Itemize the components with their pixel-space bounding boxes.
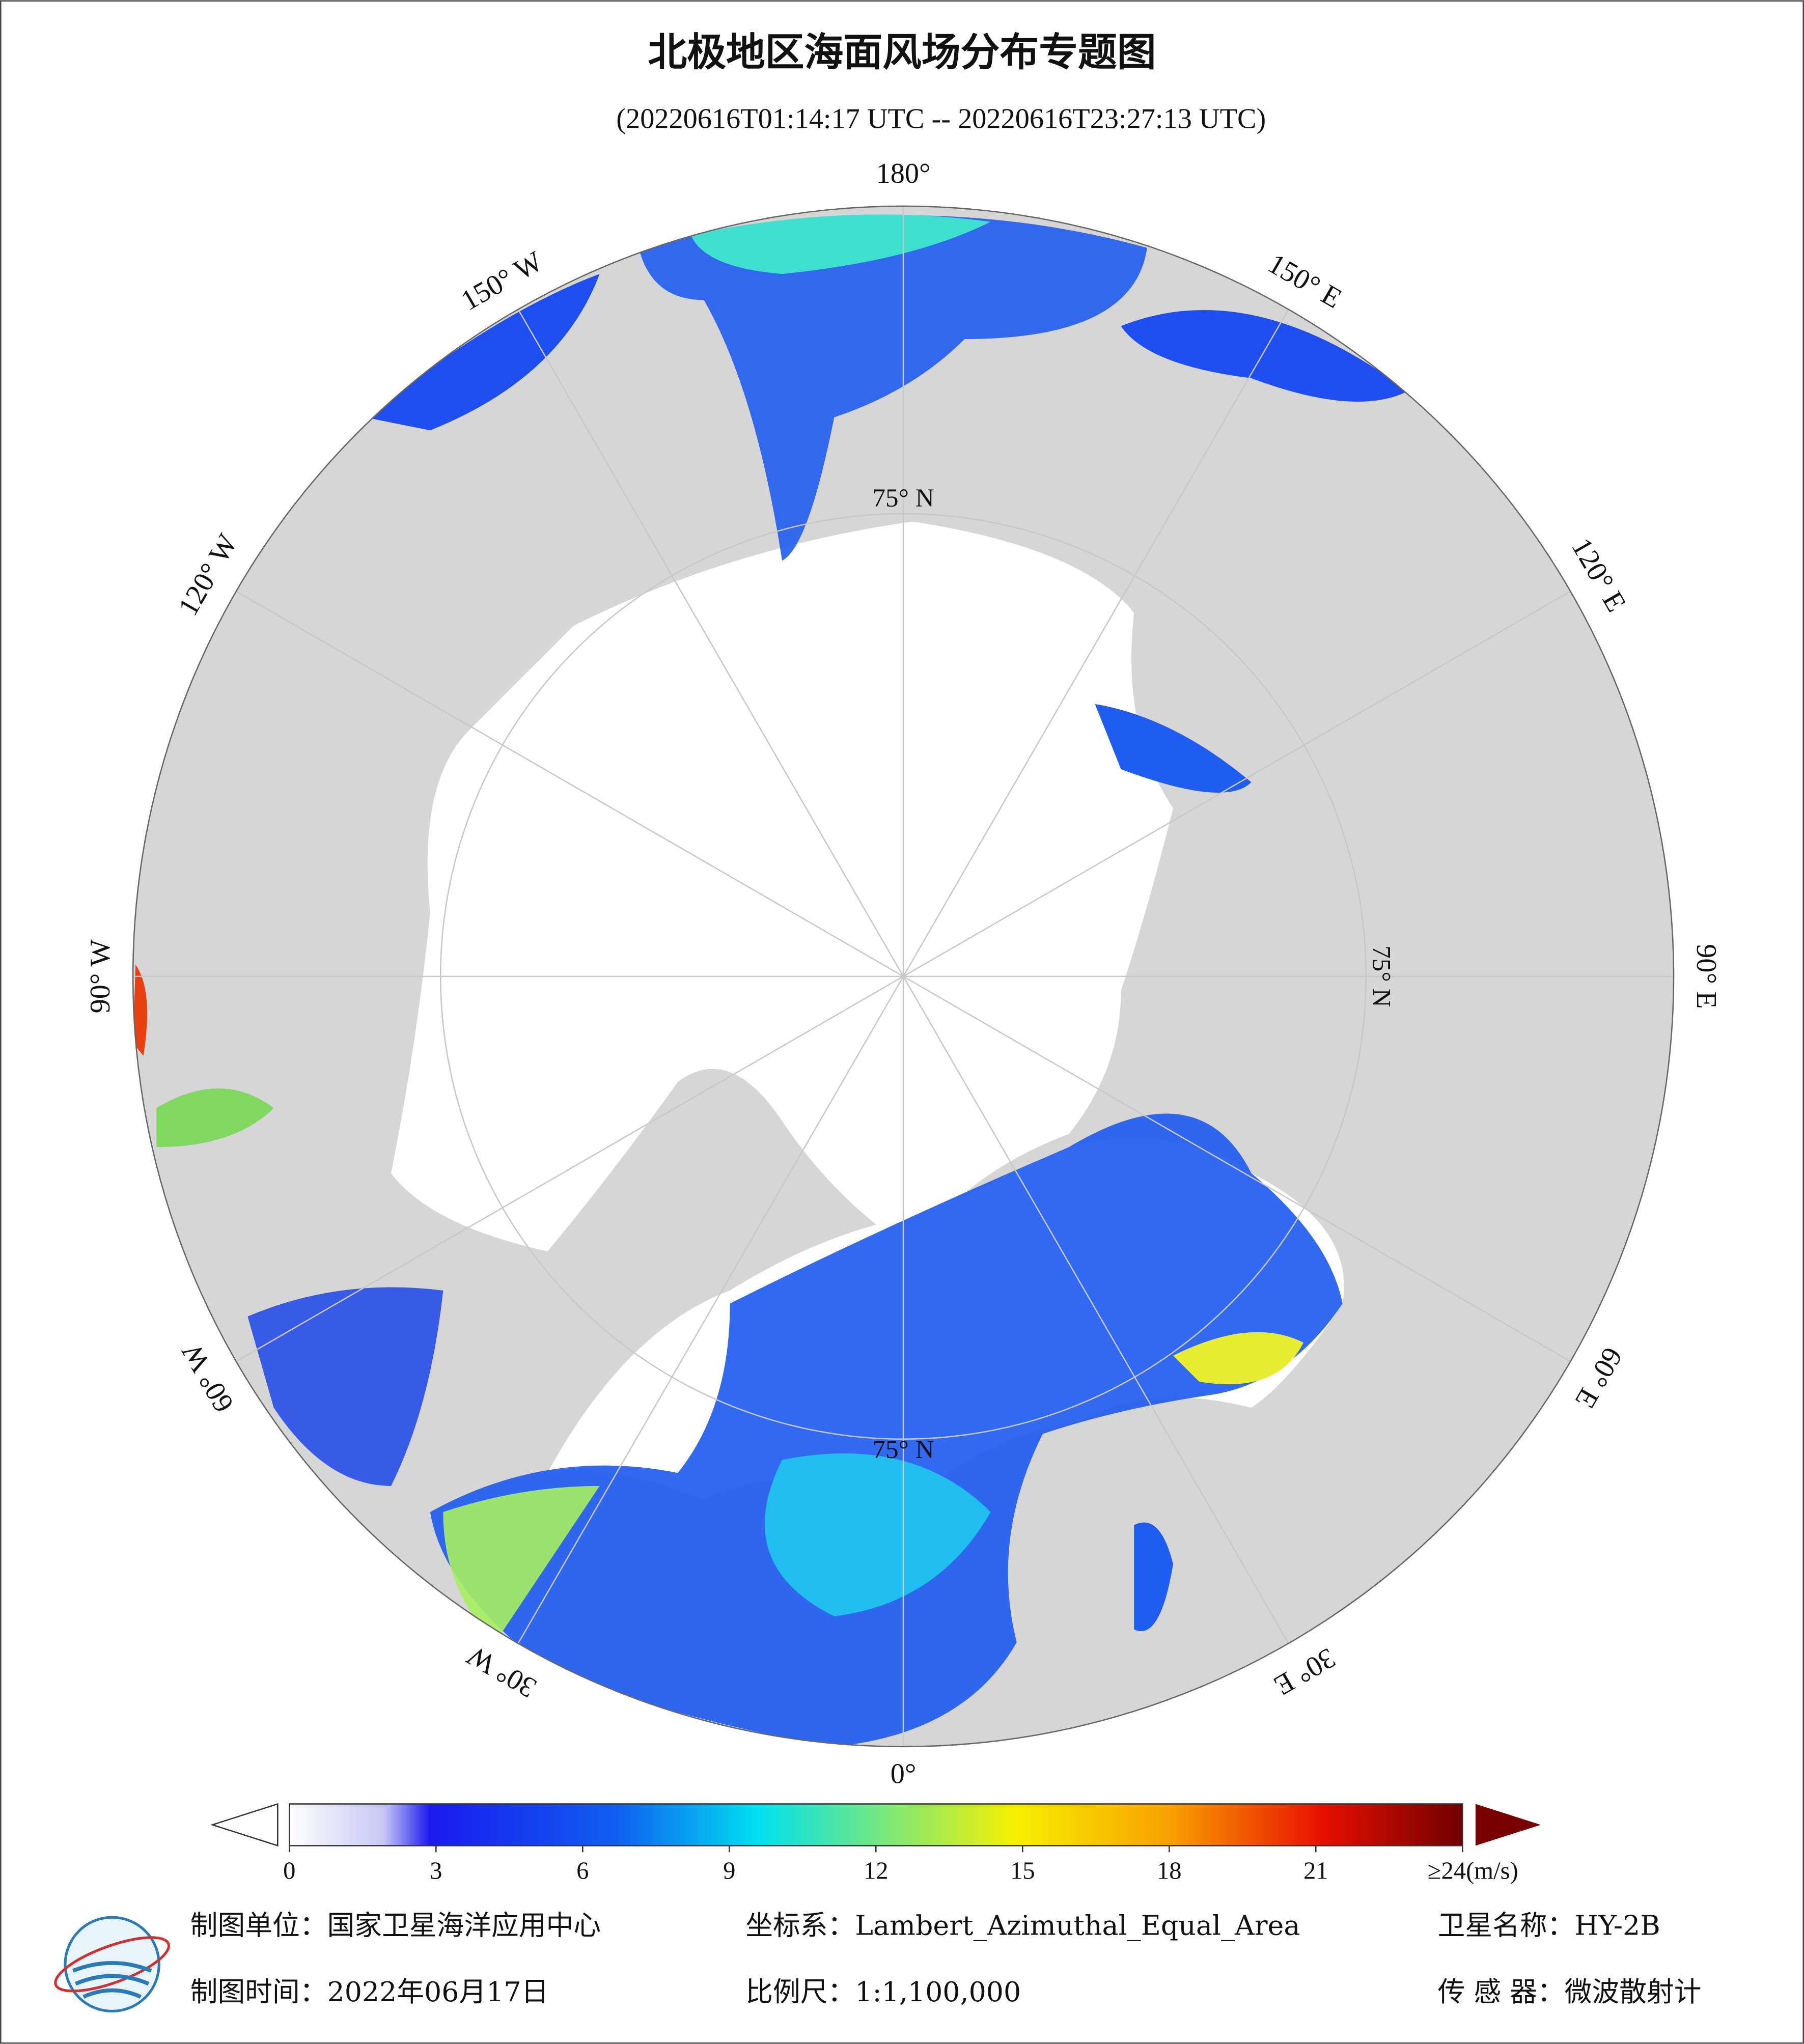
footer-sensor: 传 感 器：微波散射计 bbox=[1438, 1976, 1702, 2008]
colorbar-tick-label: 6 bbox=[576, 1857, 589, 1884]
parallel-label: 75° N bbox=[872, 1435, 934, 1464]
wind-field bbox=[1173, 1332, 1303, 1385]
meridian bbox=[517, 976, 904, 1644]
colorbar-ticks: 0 3 6 9 12 15 18 21 ≥24(m/s) bbox=[283, 1845, 1518, 1884]
colorbar-tick-label: 21 bbox=[1303, 1857, 1328, 1884]
colorbar-tick-label: 3 bbox=[430, 1857, 442, 1884]
footer-scale: 比例尺：1:1,100,000 bbox=[745, 1976, 1021, 2008]
colorbar bbox=[289, 1803, 1463, 1846]
meridian-label: 90° E bbox=[1690, 944, 1722, 1009]
meridian bbox=[903, 591, 1571, 977]
graticule bbox=[133, 206, 1674, 1747]
meridian bbox=[902, 309, 1289, 977]
wind-field bbox=[690, 214, 991, 274]
wind-field bbox=[430, 1113, 1343, 1747]
wind-field bbox=[365, 274, 600, 431]
meridian bbox=[903, 975, 1571, 1362]
meridian-label: 90° W bbox=[85, 939, 116, 1014]
colorbar-tick-label: 18 bbox=[1157, 1857, 1182, 1884]
sea-ice bbox=[391, 521, 1173, 1252]
meridian-label: 0° bbox=[891, 1758, 917, 1790]
footer-date: 制图时间：2022年06月17日 bbox=[190, 1976, 549, 2008]
wind-field bbox=[1095, 704, 1252, 793]
meridian bbox=[236, 591, 904, 977]
map bbox=[133, 206, 1674, 1747]
meridian-label: 180° bbox=[876, 158, 931, 189]
footer-satellite: 卫星名称：HY-2B bbox=[1438, 1910, 1660, 1942]
wind-field bbox=[133, 964, 148, 1056]
footer-unit: 制图单位：国家卫星海洋应用中心 bbox=[190, 1910, 601, 1942]
wind-field bbox=[443, 1486, 600, 1643]
meridian bbox=[902, 976, 1289, 1644]
wind-field bbox=[1121, 310, 1408, 402]
wind-field bbox=[247, 1287, 443, 1486]
map-border bbox=[132, 205, 1675, 1748]
footer-coordinate-system: 坐标系：Lambert_Azimuthal_Equal_Area bbox=[745, 1910, 1300, 1942]
parallel-label: 75° N bbox=[1367, 945, 1396, 1007]
colorbar-under bbox=[210, 1803, 279, 1847]
subtitle: (20220616T01:14:17 UTC -- 20220616T23:27… bbox=[616, 103, 1266, 134]
wind-field bbox=[156, 1088, 274, 1147]
wind-field bbox=[639, 215, 1147, 561]
wind-field bbox=[1134, 1522, 1173, 1632]
wind-field bbox=[764, 1453, 991, 1616]
colorbar-tick-label: 15 bbox=[1010, 1857, 1035, 1884]
parallel-label: 75° N bbox=[872, 484, 934, 513]
colorbar-over bbox=[1475, 1804, 1541, 1846]
title: 北极地区海面风场分布专题图 bbox=[648, 30, 1156, 75]
colorbar-tick-label: 12 bbox=[864, 1857, 889, 1884]
logo bbox=[54, 1916, 171, 2013]
meridian bbox=[236, 975, 904, 1362]
colorbar-tick-label: ≥24(m/s) bbox=[1428, 1857, 1518, 1884]
colorbar-tick-label: 9 bbox=[723, 1857, 735, 1884]
colorbar-tick-label: 0 bbox=[283, 1857, 295, 1884]
meridian bbox=[517, 309, 904, 977]
